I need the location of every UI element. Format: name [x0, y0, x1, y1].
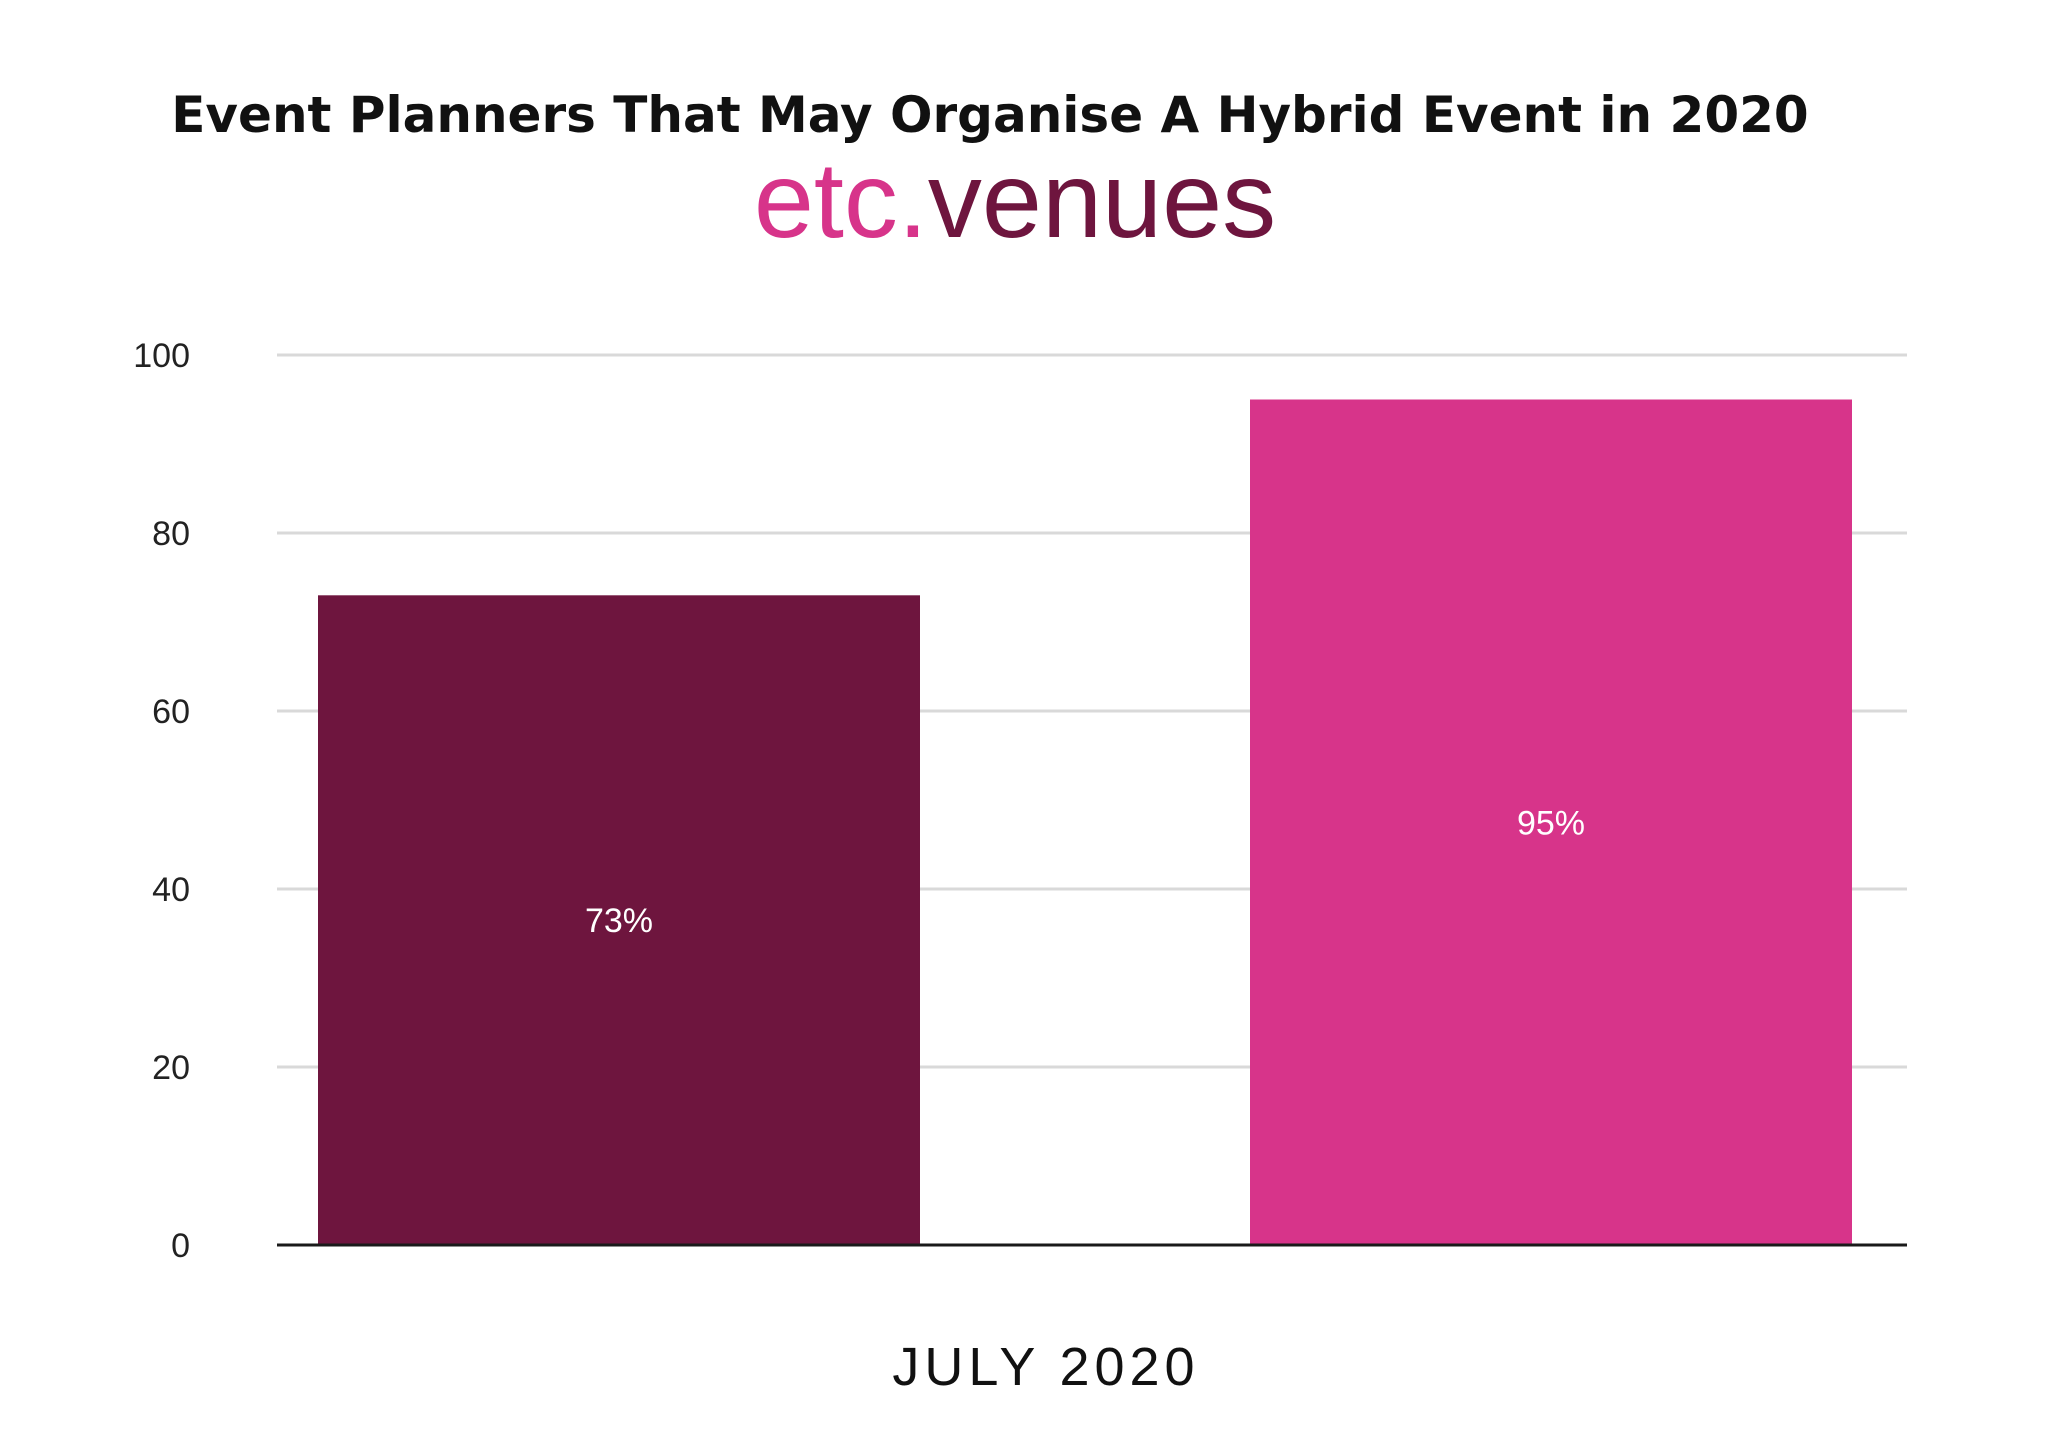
y-tick-label-20: 20: [152, 1049, 190, 1087]
bar-1: [318, 595, 920, 1245]
y-tick-label-60: 60: [152, 693, 190, 731]
logo-part-venues: venues: [928, 139, 1276, 260]
brand-logo: etc.venues: [754, 139, 1276, 260]
y-tick-label-40: 40: [152, 871, 190, 909]
logo-part-etc: etc.: [754, 139, 928, 260]
y-tick-label-0: 0: [171, 1227, 190, 1265]
data-label-bar-1: 73%: [585, 902, 653, 940]
chart-title: Event Planners That May Organise A Hybri…: [171, 86, 1808, 144]
x-axis-label: JULY 2020: [892, 1337, 1199, 1397]
bars: [318, 399, 1852, 1245]
bar-2: [1250, 399, 1852, 1245]
y-axis-ticks: 0 20 40 60 80 100: [133, 337, 190, 1265]
y-tick-label-100: 100: [133, 337, 190, 375]
y-tick-label-80: 80: [152, 515, 190, 553]
data-label-bar-2: 95%: [1517, 804, 1585, 842]
data-labels: 73% 95%: [585, 804, 1585, 940]
